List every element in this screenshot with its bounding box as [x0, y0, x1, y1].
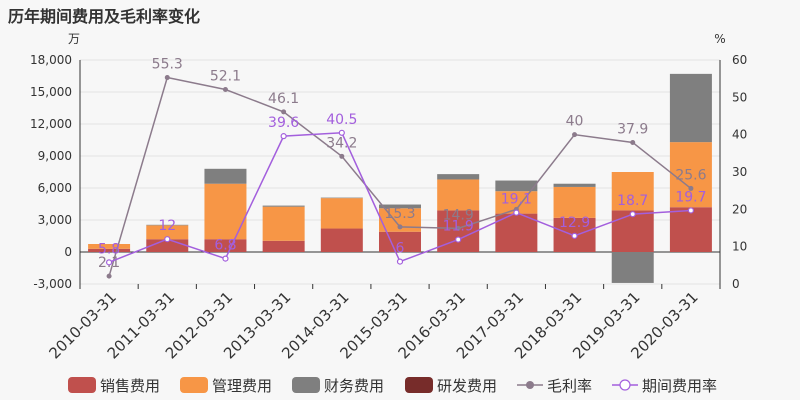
right-tick-label: 10 [732, 240, 747, 254]
data-label: 40 [566, 114, 584, 130]
data-point [572, 132, 578, 138]
legend-label: 研发费用 [437, 377, 497, 395]
data-point [106, 273, 112, 279]
right-tick-label: 40 [732, 128, 747, 142]
data-label: 39.6 [268, 115, 299, 131]
data-point [281, 109, 287, 115]
bar-segment [553, 186, 596, 218]
left-tick-label: 15,000 [30, 85, 72, 99]
data-label: 37.9 [617, 122, 648, 138]
data-point [280, 133, 287, 140]
bar-segment [495, 213, 538, 252]
left-tick-label: 0 [64, 245, 72, 259]
legend-label: 销售费用 [100, 377, 160, 395]
right-tick-label: 20 [732, 202, 747, 216]
bar-segment [146, 225, 189, 240]
bar-segment [495, 180, 538, 192]
data-point [688, 185, 694, 191]
data-label: 46.1 [268, 91, 299, 107]
data-label: 18.7 [617, 193, 648, 209]
legend-marker [526, 381, 534, 389]
legend-swatch [180, 377, 208, 393]
data-point [630, 140, 636, 146]
data-point [513, 209, 520, 216]
data-label: 15.3 [384, 206, 415, 222]
bar-segment [320, 228, 363, 252]
data-label: 12.9 [559, 215, 590, 231]
data-label: 34.2 [326, 135, 357, 151]
legend-swatch [292, 377, 320, 393]
right-tick-label: 60 [732, 53, 747, 67]
data-label: 40.5 [326, 112, 357, 128]
bar-segment [611, 210, 654, 252]
bar-segment [669, 207, 712, 252]
bar-segment [669, 73, 712, 143]
data-point [338, 129, 345, 136]
bar-segment [320, 197, 363, 199]
data-point [164, 75, 170, 81]
bar-segment [437, 174, 480, 180]
legend-swatch [405, 377, 433, 393]
right-tick-label: 50 [732, 90, 747, 104]
bar-segment [262, 206, 305, 241]
bar-segment [146, 224, 189, 226]
data-point [339, 153, 345, 159]
bar-segment [88, 248, 131, 252]
left-tick-label: 18,000 [30, 53, 72, 67]
data-point [222, 255, 229, 262]
legend-label: 管理费用 [212, 377, 272, 395]
bar-segment [611, 252, 654, 283]
bar-segment [437, 179, 480, 211]
data-label: 12 [158, 218, 176, 234]
right-tick-label: 0 [732, 277, 740, 291]
data-label: 55.3 [152, 57, 183, 73]
data-label: 5.8 [98, 241, 120, 257]
legend-marker [619, 379, 631, 391]
bar-segment [88, 244, 131, 249]
data-point [105, 259, 113, 266]
left-tick-label: 3,000 [38, 213, 72, 227]
data-point [397, 224, 403, 230]
right-axis-unit: % [714, 32, 725, 46]
data-label: 6 [396, 241, 405, 257]
data-point [687, 207, 695, 214]
bar-segment [262, 240, 305, 252]
left-tick-label: 9,000 [38, 149, 72, 163]
bar-segment [262, 205, 305, 207]
left-axis-unit: 万 [68, 32, 80, 46]
data-point [629, 211, 636, 218]
data-point [164, 236, 171, 243]
data-label: 19.1 [501, 192, 532, 208]
bar-segment [204, 239, 247, 252]
data-label: 52.1 [210, 68, 241, 84]
right-tick-label: 30 [732, 165, 747, 179]
bar-segment [379, 204, 421, 209]
bar-segment [320, 198, 363, 229]
bar-segment [669, 142, 712, 208]
legend-label: 财务费用 [324, 377, 384, 395]
data-point [222, 86, 228, 92]
bar-segment [611, 172, 654, 211]
data-label: 14.9 [443, 207, 474, 223]
legend-label: 毛利率 [547, 377, 592, 395]
data-label: 19.7 [675, 189, 706, 205]
legend-label: 期间费用率 [642, 377, 717, 395]
data-label: 11.9 [443, 219, 474, 235]
left-tick-label: -3,000 [33, 277, 72, 291]
data-point [571, 232, 578, 239]
left-tick-label: 6,000 [38, 181, 72, 195]
data-point [455, 225, 461, 231]
bar-segment [204, 168, 247, 184]
chart-title: 历年期间费用及毛利率变化 [8, 7, 201, 26]
data-point [455, 236, 462, 243]
data-label: 6.8 [214, 238, 236, 254]
bar-segment [553, 183, 596, 187]
bar-segment [204, 183, 247, 240]
left-tick-label: 12,000 [30, 117, 72, 131]
legend-swatch [68, 377, 96, 393]
data-label: 25.6 [675, 167, 706, 183]
data-point [396, 258, 404, 265]
